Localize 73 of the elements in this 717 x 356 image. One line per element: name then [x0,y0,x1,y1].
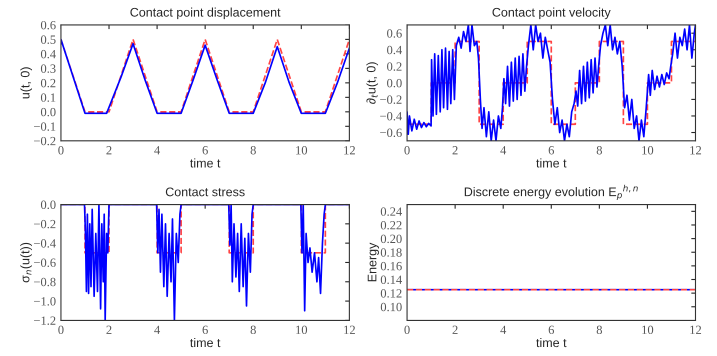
x-tick-label: 12 [690,146,702,154]
x-tick-label: 10 [642,326,654,334]
y-tick-label: 0.4 [387,46,402,54]
y-tick-label: 0.18 [380,248,402,257]
y-tick-label: −0.2 [34,136,56,146]
y-tick-label: −0.2 [380,95,402,104]
y-tick-label: 0.0 [40,200,56,210]
x-axis-title: time t [190,158,220,168]
y-tick-label: −0.8 [34,278,56,286]
y-axis-title: σ$_{n}$(u(t)) [20,242,32,282]
line-series [407,24,696,141]
chart-title: Contact point velocity [492,8,611,20]
y-tick-label: 0.4 [40,50,56,58]
x-axis-title: time t [190,338,220,348]
y-tick-label: 0.2 [40,78,56,88]
chart-title: Discrete energy evolution E$_{p}$$^{h,n}$ [464,184,638,200]
x-tick-label: 12 [690,326,702,334]
x-tick-label: 8 [596,146,602,154]
x-tick-label: 8 [596,326,602,334]
y-tick-label: 0.1 [40,93,56,102]
x-tick-label: 10 [296,146,308,154]
x-tick-label: 2 [452,326,458,334]
y-axis-title: Energy [368,242,379,282]
y-tick-label: −0.4 [34,239,56,248]
x-tick-label: 0 [404,146,410,154]
y-tick-label: 0.0 [40,108,56,116]
y-tick-label: −0.6 [380,128,402,138]
y-tick-label: −1.2 [34,316,56,325]
x-axis-title: time t [536,158,566,168]
y-tick-label: 0.20 [380,234,402,244]
y-tick-label: −0.4 [380,112,402,120]
x-tick-label: 6 [202,146,208,154]
x-tick-label: 6 [202,326,208,334]
x-tick-label: 12 [344,146,355,154]
x-tick-label: 6 [548,146,554,154]
y-tick-label: −0.1 [34,122,56,131]
y-tick-label: −0.6 [34,258,56,267]
y-tick-label: 0.10 [380,302,402,312]
x-tick-label: 4 [500,146,506,154]
x-tick-label: 0 [58,326,64,334]
y-tick-label: 0.22 [380,221,402,230]
y-tick-label: −1.0 [34,297,56,306]
x-tick-label: 0 [404,326,410,334]
x-tick-label: 2 [106,146,112,154]
chart-title: Contact stress [166,187,245,196]
y-tick-label: 0.12 [380,289,402,298]
y-tick-label: 0.24 [380,207,402,216]
y-tick-label: 0.2 [387,62,402,71]
y-tick-label: 0.3 [40,64,56,73]
y-axis-title: ∂$_{t}$u(t, 0) [366,62,378,104]
x-tick-label: 2 [452,146,458,154]
y-tick-label: 0.0 [387,78,402,88]
x-tick-label: 8 [250,146,256,154]
y-tick-label: −0.2 [34,220,56,228]
x-tick-label: 0 [58,146,64,154]
x-tick-label: 6 [548,326,554,334]
y-axis-title: u(t, 0) [20,67,32,98]
x-tick-label: 4 [154,146,160,154]
y-tick-label: 0.6 [387,29,402,38]
line-series [60,204,350,320]
x-tick-label: 2 [106,326,112,334]
x-tick-label: 10 [642,146,654,154]
y-tick-label: 0.16 [380,262,402,270]
y-tick-label: 0.14 [380,276,402,284]
x-tick-label: 10 [296,326,308,334]
chart-title: Contact point displacement [130,8,280,20]
x-tick-label: 8 [250,326,256,334]
y-tick-label: 0.5 [40,35,56,44]
x-tick-label: 4 [154,326,160,334]
x-axis-title: time t [536,338,566,348]
y-tick-label: 0.6 [40,20,56,30]
x-tick-label: 12 [344,326,355,334]
x-tick-label: 4 [500,326,506,334]
